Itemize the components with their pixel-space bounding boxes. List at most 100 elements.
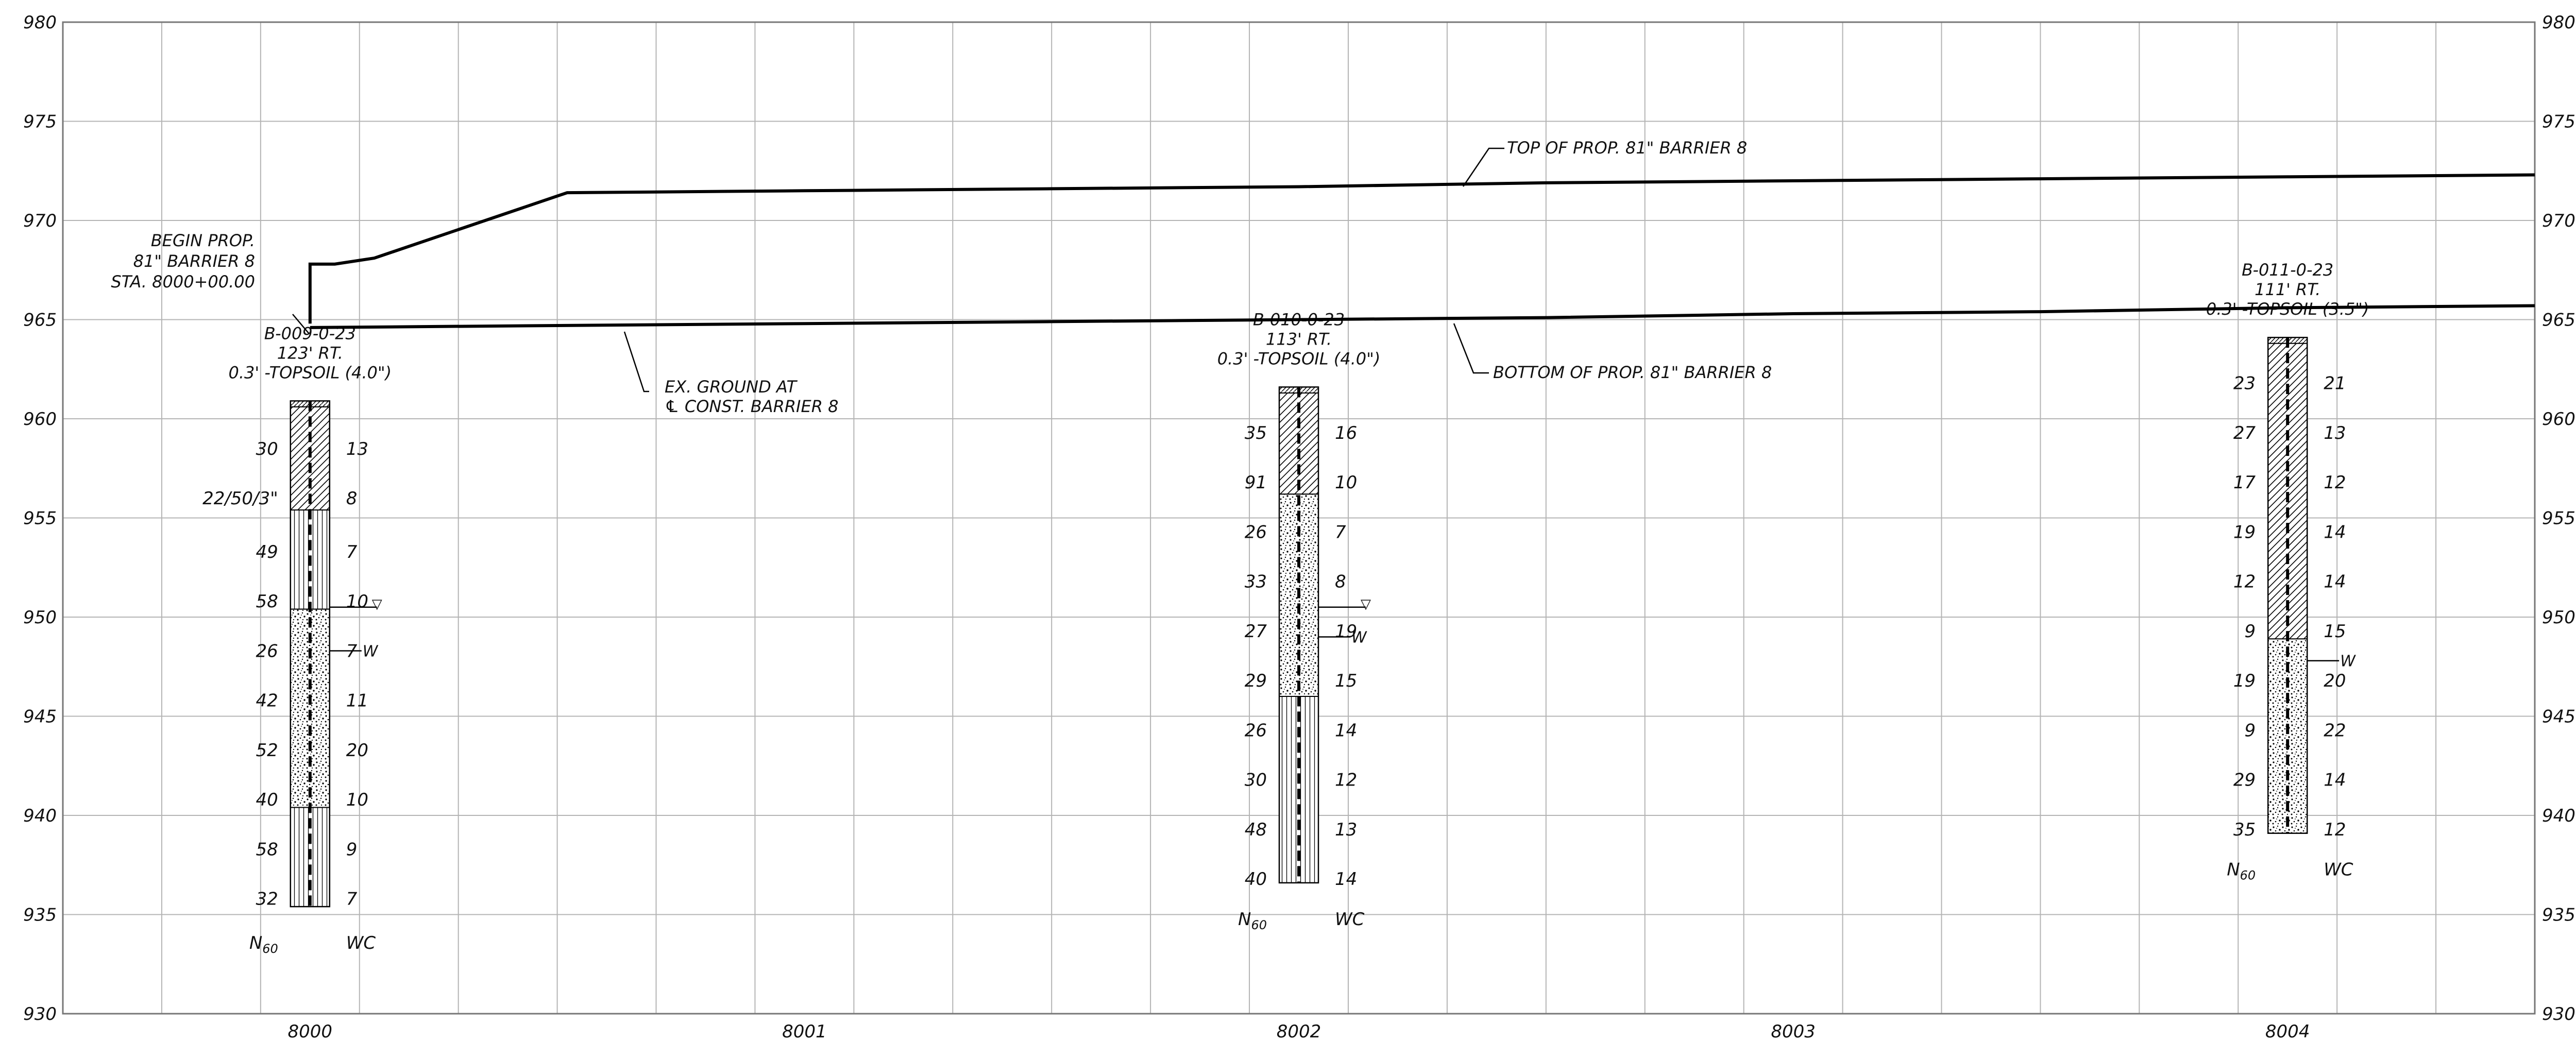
station-tick-label: 8003 [1771, 1021, 1816, 1041]
n60-value: 49 [256, 542, 278, 562]
groundwater-icon: ▽ [372, 596, 382, 612]
wc-heading: WC [346, 933, 376, 953]
leader-lines [292, 147, 1504, 392]
ex-ground-note: EX. GROUND AT ℄ CONST. BARRIER 8 [665, 377, 838, 416]
n60-value: 30 [256, 439, 278, 459]
ex-ground-line-2: ℄ CONST. BARRIER 8 [665, 397, 838, 416]
boring-header-line: 123' RT. [277, 343, 343, 363]
n60-value: 33 [1245, 572, 1267, 592]
n60-value: 17 [2233, 472, 2256, 493]
elevation-tick-label-right: 950 [2542, 607, 2575, 628]
station-tick-label: 8000 [288, 1021, 333, 1041]
n60-value: 29 [1245, 671, 1267, 691]
wc-value: 14 [2324, 522, 2346, 542]
elevation-tick-label-left: 960 [23, 409, 57, 430]
n60-value: 19 [2233, 671, 2256, 691]
wc-value: 10 [346, 591, 368, 612]
wc-value: 10 [346, 790, 368, 810]
wc-value: 13 [1335, 820, 1357, 840]
begin-note-line-1: BEGIN PROP. [151, 231, 255, 250]
n60-value: 27 [1245, 621, 1267, 642]
wc-value: 14 [2324, 770, 2346, 791]
wc-value: 15 [1335, 671, 1357, 691]
seepage-icon: W [2340, 653, 2356, 671]
elevation-tick-label-right: 960 [2542, 409, 2575, 430]
top-barrier-label: TOP OF PROP. 81" BARRIER 8 [1507, 138, 1747, 158]
wc-value: 7 [346, 889, 358, 910]
elevation-tick-label-right: 935 [2542, 905, 2575, 926]
elevation-tick-label-left: 940 [23, 806, 57, 826]
wc-heading: WC [2324, 860, 2353, 880]
wc-value: 15 [2324, 621, 2346, 642]
top-barrier-leader [1462, 147, 1504, 187]
ex-ground-line-1: EX. GROUND AT [665, 377, 798, 397]
bottom-of-barrier-line [310, 304, 2535, 329]
wc-value: 21 [2324, 373, 2346, 394]
n60-value: 26 [256, 641, 278, 661]
boring-header-line: 111' RT. [2255, 280, 2320, 299]
wc-value: 12 [1335, 770, 1357, 791]
elevation-tick-label-right: 940 [2542, 806, 2575, 826]
wc-value: 20 [2324, 671, 2346, 691]
n60-value: 27 [2233, 423, 2256, 443]
elevation-tick-label-left: 975 [23, 112, 57, 132]
elevation-tick-label-left: 980 [23, 12, 57, 33]
elevation-tick-label-right: 970 [2542, 211, 2575, 231]
wc-heading: WC [1335, 909, 1365, 930]
begin-note: BEGIN PROP. 81" BARRIER 8 STA. 8000+00.0… [111, 231, 255, 292]
elevation-tick-label-left: 935 [23, 905, 57, 926]
wc-value: 16 [1335, 423, 1357, 443]
n60-value: 48 [1245, 820, 1267, 840]
boring-header-line: 113' RT. [1266, 329, 1332, 349]
wc-value: 7 [346, 542, 358, 562]
n60-value: 9 [2245, 720, 2256, 741]
n60-value: 23 [2233, 373, 2256, 394]
plot-frame [62, 21, 2536, 1015]
wc-value: 20 [346, 740, 368, 761]
elevation-tick-label-right: 975 [2542, 112, 2575, 132]
wc-value: 8 [346, 488, 358, 509]
n60-value: 12 [2233, 572, 2256, 592]
begin-leader [292, 314, 310, 334]
station-tick-label: 8002 [1277, 1021, 1321, 1041]
n60-value: 19 [2233, 522, 2256, 542]
wc-value: 14 [1335, 720, 1357, 741]
begin-note-line-3: STA. 8000+00.00 [111, 272, 255, 292]
wc-value: 11 [346, 691, 368, 711]
wc-value: 12 [2324, 820, 2346, 840]
elevation-tick-label-left: 970 [23, 211, 57, 231]
wc-value: 14 [2324, 572, 2346, 592]
seepage-icon: W [1351, 629, 1367, 647]
n60-value: 42 [256, 691, 278, 711]
n60-value: 91 [1245, 472, 1267, 493]
wc-value: 22 [2324, 720, 2346, 741]
n60-value: 35 [1245, 423, 1267, 443]
n60-heading: N60 [249, 933, 278, 956]
station-axis-labels: 8000 8001 8002 8003 8004 [288, 1021, 2310, 1041]
seepage-icon: W [363, 642, 379, 660]
elevation-tick-label-left: 945 [23, 707, 57, 727]
n60-value: 52 [256, 740, 278, 761]
wc-value: 19 [1335, 621, 1357, 642]
station-tick-label: 8001 [782, 1021, 827, 1041]
n60-value: 22/50/3" [202, 488, 278, 509]
wc-value: 14 [1335, 869, 1357, 890]
wc-value: 13 [2324, 423, 2346, 443]
elevation-tick-label-right: 965 [2542, 310, 2575, 331]
elevation-tick-label-left: 955 [23, 508, 57, 529]
n60-value: 58 [256, 591, 278, 612]
ex-ground-leader [623, 331, 649, 392]
wc-value: 8 [1335, 572, 1346, 592]
elevation-tick-label-right: 955 [2542, 508, 2575, 529]
begin-note-line-2: 81" BARRIER 8 [133, 251, 255, 271]
elevation-tick-label-left: 930 [23, 1004, 57, 1025]
top-of-barrier-line [308, 173, 2535, 324]
wc-value: 10 [1335, 472, 1357, 493]
n60-value: 35 [2233, 820, 2256, 840]
n60-value: 40 [256, 790, 278, 810]
n60-value: 40 [1245, 869, 1267, 890]
n60-heading: N60 [2227, 860, 2256, 883]
